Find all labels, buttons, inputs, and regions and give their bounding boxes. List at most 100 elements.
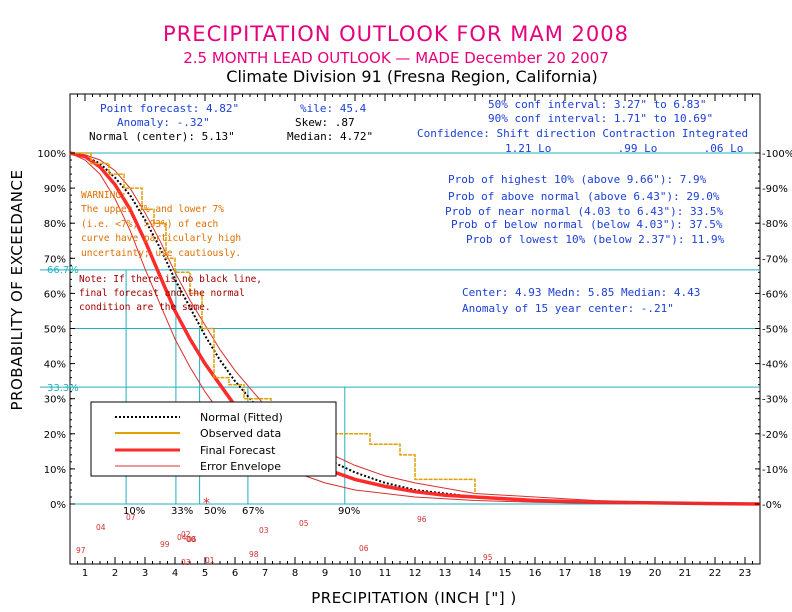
- pct-label-90: 90%: [338, 506, 360, 517]
- y-tick-label-right: -80%: [762, 219, 788, 230]
- year-label: 07: [126, 513, 136, 522]
- y-tick-label-right: -70%: [762, 254, 788, 265]
- y-tick-label-right: -20%: [762, 430, 788, 441]
- x-tick-label: 3: [142, 568, 148, 579]
- warning-line-5: uncertainty; use cautiously.: [81, 248, 241, 259]
- x-tick-label: 7: [262, 568, 268, 579]
- legend-box: [90, 401, 337, 477]
- note-line-1: Note: If there is no black line,: [79, 274, 262, 285]
- y-tick-label: 80%: [44, 219, 66, 230]
- axis-ticks: 0% -0% 10% -10% 20% -20% 30% -30% 40% -40% 50% -50%…: [37, 94, 792, 579]
- year-label: 00: [186, 535, 196, 544]
- x-tick-label: 5: [202, 568, 208, 579]
- x-tick-label: 9: [322, 568, 328, 579]
- year-label: 03: [259, 526, 269, 535]
- legend-label-final: Final Forecast: [200, 444, 276, 457]
- year-label: 05: [299, 519, 309, 528]
- y-tick-label: 40%: [44, 360, 66, 371]
- legend-label-observed: Observed data: [200, 427, 281, 440]
- x-axis-label: PRECIPITATION (INCH ["] ): [311, 589, 517, 607]
- y-tick-label: 70%: [44, 254, 66, 265]
- prob-lowest-10: Prob of lowest 10% (below 2.37"): 11.9%: [466, 233, 725, 246]
- anomaly: Anomaly: -.32": [117, 116, 210, 129]
- conf-interval-50: 50% conf interval: 3.27" to 6.83": [488, 98, 707, 111]
- tercile-label-upper: 66.7%: [47, 265, 79, 276]
- legend-label-envelope: Error Envelope: [200, 460, 281, 473]
- prob-below-normal: Prob of below normal (below 4.03"): 37.5…: [451, 218, 723, 231]
- y-tick-label: 100%: [37, 149, 66, 160]
- x-tick-label: 1: [82, 568, 88, 579]
- y-tick-label-right: -30%: [762, 395, 788, 406]
- x-tick-label: 6: [232, 568, 238, 579]
- prob-highest-10: Prob of highest 10% (above 9.66"): 7.9%: [448, 173, 707, 186]
- y-tick-label-right: -90%: [762, 184, 788, 195]
- year-label: 06: [187, 535, 197, 544]
- conf-interval-90: 90% conf interval: 1.71" to 10.69": [488, 112, 713, 125]
- year-label: 04: [96, 523, 106, 532]
- skew: Skew: .87: [295, 116, 355, 129]
- point-forecast: Point forecast: 4.82": [100, 102, 239, 115]
- legend-label-normal: Normal (Fitted): [200, 411, 283, 424]
- center-stats: Center: 4.93 Medn: 5.85 Median: 4.43: [462, 286, 700, 299]
- prob-near-normal: Prob of near normal (4.03 to 6.43"): 33.…: [445, 205, 724, 218]
- x-tick-label: 20: [649, 568, 662, 579]
- x-tick-label: 16: [529, 568, 542, 579]
- x-tick-label: 13: [439, 568, 452, 579]
- median: Median: 4.72": [287, 130, 373, 143]
- series-error-envelope-upper: [69, 152, 761, 505]
- x-tick-label: 10: [349, 568, 362, 579]
- x-tick-label: 4: [172, 568, 178, 579]
- y-tick-label-right: -100%: [762, 149, 792, 160]
- warning-line-4: curve have particularly high: [81, 233, 241, 244]
- y-tick-label: 30%: [44, 395, 66, 406]
- x-tick-label: 8: [292, 568, 298, 579]
- x-tick-label: 17: [559, 568, 572, 579]
- y-tick-label: 60%: [44, 289, 66, 300]
- legend: Normal (Fitted) Observed data Final Fore…: [90, 401, 337, 477]
- pct-label-33: 33%: [171, 506, 193, 517]
- x-tick-label: 23: [739, 568, 752, 579]
- x-tick-label: 15: [499, 568, 512, 579]
- y-axis-label: PROBABILITY OF EXCEEDANCE: [8, 170, 26, 411]
- pct-label-50: 50%: [204, 506, 226, 517]
- note-line-2: final forecast and the normal: [79, 288, 245, 299]
- pct-label-67: 67%: [242, 506, 264, 517]
- y-tick-label: 90%: [44, 184, 66, 195]
- x-tick-label: 14: [469, 568, 482, 579]
- year-label: 01: [205, 556, 215, 565]
- x-tick-label: 21: [679, 568, 692, 579]
- year-label: 06: [359, 544, 369, 553]
- climate-division-title: Climate Division 91 (Fresna Region, Cali…: [226, 67, 597, 86]
- year-label: 03: [181, 558, 191, 567]
- pct-label-10: 10%: [123, 506, 145, 517]
- y-tick-label: 10%: [44, 465, 66, 476]
- warning-line-1: WARNING:: [81, 190, 127, 201]
- y-tick-label-right: -0%: [762, 500, 781, 511]
- year-label: 98: [249, 550, 259, 559]
- y-tick-label: 50%: [44, 325, 66, 336]
- normal-center: Normal (center): 5.13": [89, 130, 235, 143]
- y-tick-label-right: -40%: [762, 360, 788, 371]
- x-tick-label: 2: [112, 568, 118, 579]
- year-label: 99: [160, 540, 170, 549]
- y-tick-label-right: -10%: [762, 465, 788, 476]
- chart-subtitle: 2.5 MONTH LEAD OUTLOOK — MADE December 2…: [183, 49, 609, 67]
- year-label: 95: [483, 553, 493, 562]
- year-label: 97: [76, 546, 86, 555]
- warning-line-3: (i.e. <7%, >93%) of each: [81, 219, 218, 230]
- y-tick-label-right: -50%: [762, 325, 788, 336]
- year-label: 02: [181, 530, 191, 539]
- x-tick-label: 18: [589, 568, 602, 579]
- year-label: 04: [177, 533, 187, 542]
- x-tick-label: 11: [379, 568, 392, 579]
- x-tick-label: 22: [709, 568, 722, 579]
- anomaly-15yr: Anomaly of 15 year center: -.21": [462, 302, 674, 315]
- warning-line-2: The upper 7% and lower 7%: [81, 204, 224, 215]
- x-tick-label: 12: [409, 568, 422, 579]
- note-line-3: condition are the same.: [79, 302, 211, 313]
- y-tick-label: 0%: [50, 500, 66, 511]
- year-label: 96: [417, 515, 427, 524]
- tercile-label-lower: 33.3%: [47, 383, 79, 394]
- confidence-heading: Confidence: Shift direction Contraction …: [417, 127, 748, 140]
